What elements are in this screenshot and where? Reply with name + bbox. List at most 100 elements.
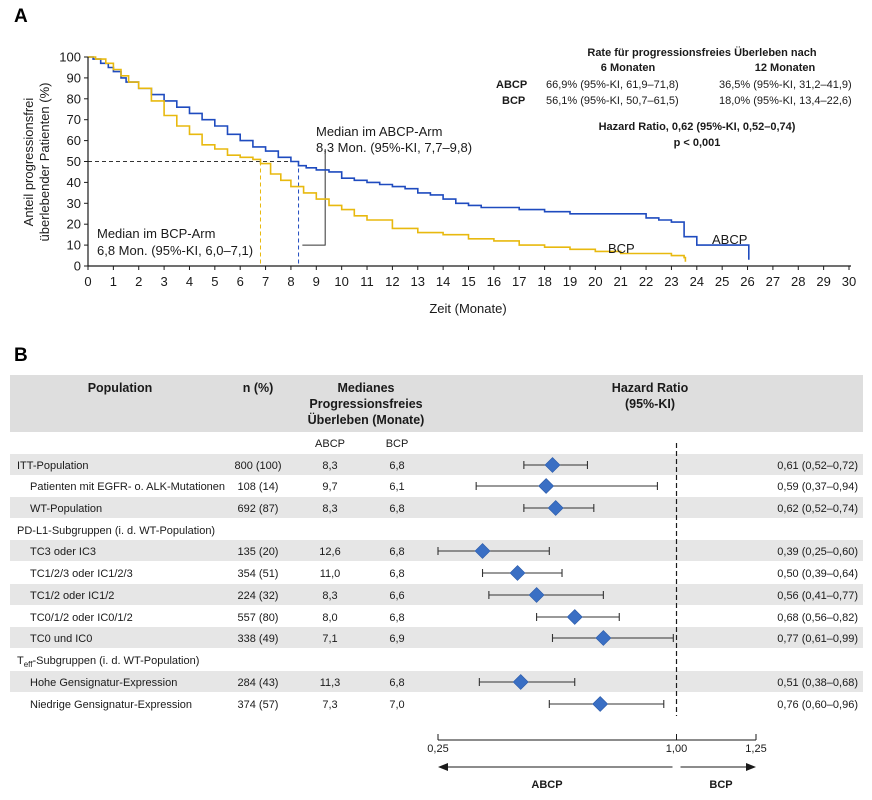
group-teff-prefix: T — [17, 655, 24, 667]
forest-row-band — [10, 671, 863, 692]
bcp-median-value: 6,8 Mon. (95%-KI, 6,0–7,1) — [97, 243, 253, 258]
row-population: Hohe Gensignatur-Expression — [30, 677, 177, 689]
row-population: TC0 und IC0 — [30, 633, 92, 645]
forest-panel: B Population n (%) Medianes Progressions… — [10, 345, 863, 791]
row-median-bcp: 6,8 — [389, 677, 404, 689]
pfs-rate-box: Rate für progressionsfreies Überleben na… — [496, 46, 852, 149]
km-ytick-label: 10 — [67, 238, 81, 253]
row-median-abcp: 8,3 — [322, 503, 337, 515]
km-xtick-label: 25 — [715, 274, 729, 289]
km-ytick-label: 100 — [59, 50, 81, 65]
col-median-header-3: Überleben (Monate) — [308, 412, 425, 427]
km-xtick-label: 2 — [135, 274, 142, 289]
rate-box-hazard: Hazard Ratio, 0,62 (95%-KI, 0,52–0,74) — [599, 121, 796, 133]
row-median-abcp: 8,3 — [322, 590, 337, 602]
km-ytick-label: 70 — [67, 112, 81, 127]
km-xtick-label: 30 — [842, 274, 856, 289]
km-xtick-label: 29 — [816, 274, 830, 289]
hr-point-diamond — [595, 630, 612, 646]
km-ytick-label: 60 — [67, 133, 81, 148]
km-ytick-label: 90 — [67, 70, 81, 85]
km-xtick-label: 26 — [740, 274, 754, 289]
row-hr-value: 0,59 (0,37–0,94) — [777, 481, 858, 493]
km-ytick-label: 40 — [67, 175, 81, 190]
hr-point-diamond — [566, 609, 583, 625]
km-xtick-label: 16 — [487, 274, 501, 289]
rate-row-bcp-arm: BCP — [502, 95, 525, 107]
km-ytick-label: 20 — [67, 217, 81, 232]
forest-tick-label: 0,25 — [427, 743, 448, 755]
km-xlabel: Zeit (Monate) — [429, 301, 506, 316]
row-hr-value: 0,61 (0,52–0,72) — [777, 460, 858, 472]
forest-row-band — [10, 540, 863, 561]
km-xtick-label: 11 — [360, 274, 374, 289]
arrow-right-head — [746, 763, 756, 771]
row-n: 800 (100) — [234, 460, 281, 472]
km-xtick-label: 1 — [110, 274, 117, 289]
km-xtick-label: 21 — [613, 274, 627, 289]
col-abcp-subheader: ABCP — [315, 438, 345, 450]
km-median-guides — [88, 148, 326, 266]
forest-row: TC1/2 oder IC1/2 224 (32) 8,3 6,6 0,56 (0,41… — [30, 587, 858, 603]
km-xtick-label: 18 — [537, 274, 551, 289]
abcp-end-label: ABCP — [712, 232, 747, 247]
row-median-abcp: 12,6 — [319, 546, 340, 558]
row-n: 557 (80) — [238, 612, 279, 624]
km-xtick-label: 20 — [588, 274, 602, 289]
col-median-header-2: Progressionsfreies — [309, 397, 422, 411]
col-hr-header-1: Hazard Ratio — [612, 381, 689, 395]
arrow-left-head — [438, 763, 448, 771]
row-population: TC1/2/3 oder IC1/2/3 — [30, 568, 133, 580]
row-median-bcp: 6,1 — [389, 481, 404, 493]
rate-box-title: Rate für progressionsfreies Überleben na… — [587, 46, 817, 59]
km-xtick-label: 24 — [690, 274, 704, 289]
row-hr-value: 0,62 (0,52–0,74) — [777, 503, 858, 515]
forest-row: ITT-Population 800 (100) 8,3 6,8 0,61 (0,52–… — [17, 457, 858, 473]
forest-row: Niedrige Gensignatur-Expression 374 (57) 7… — [30, 696, 858, 712]
km-xtick-label: 6 — [237, 274, 244, 289]
row-median-bcp: 6,8 — [389, 568, 404, 580]
hr-point-diamond — [538, 478, 555, 494]
rate-row-abcp-arm: ABCP — [496, 79, 527, 91]
row-n: 224 (32) — [238, 590, 279, 602]
row-n: 692 (87) — [238, 503, 279, 515]
row-n: 338 (49) — [238, 633, 279, 645]
forest-row: Hohe Gensignatur-Expression 284 (43) 11,3 6… — [30, 674, 858, 690]
forest-tick-label: 1,25 — [745, 743, 766, 755]
abcp-median-title: Median im ABCP-Arm — [316, 124, 442, 139]
km-series-bcp — [88, 56, 687, 262]
km-ytick-label: 50 — [67, 154, 81, 169]
km-xtick-label: 15 — [461, 274, 475, 289]
row-hr-value: 0,77 (0,61–0,99) — [777, 633, 858, 645]
km-ylabel-line1: Anteil progressionsfrei — [21, 98, 36, 227]
favors-abcp-label: ABCP — [531, 779, 562, 791]
row-median-abcp: 8,3 — [322, 460, 337, 472]
forest-row-band — [10, 454, 863, 475]
row-median-abcp: 11,0 — [320, 568, 341, 580]
bcp-median-title: Median im BCP-Arm — [97, 226, 215, 241]
abcp-median-callout-line — [302, 148, 326, 246]
panel-a-label: A — [14, 6, 28, 27]
rate-row-bcp-12m: 18,0% (95%-KI, 13,4–22,6) — [719, 95, 852, 107]
km-xtick-label: 3 — [160, 274, 167, 289]
row-n: 374 (57) — [238, 699, 279, 711]
row-median-bcp: 6,9 — [389, 633, 404, 645]
row-median-bcp: 6,8 — [389, 460, 404, 472]
forest-tick-label: 1,00 — [666, 743, 687, 755]
group-teff-label: Teff-Subgruppen (i. d. WT-Population) — [17, 655, 199, 669]
km-x-axis: 0 1 2 3 4 5 6 7 8 9 10 11 12 13 14 15 16 17 18 19 20 21 22 23 24… — [84, 266, 856, 289]
col-hr-header-2: (95%-KI) — [625, 397, 675, 411]
rate-box-p: p < 0,001 — [674, 137, 721, 149]
row-hr-value: 0,39 (0,25–0,60) — [777, 546, 858, 558]
row-hr-value: 0,56 (0,41–0,77) — [777, 590, 858, 602]
km-xtick-label: 23 — [664, 274, 678, 289]
bcp-end-label: BCP — [608, 241, 635, 256]
col-bcp-subheader: BCP — [386, 438, 409, 450]
rate-row-abcp-6m: 66,9% (95%-KI, 61,9–71,8) — [546, 79, 679, 91]
forest-row: TC1/2/3 oder IC1/2/3 354 (51) 11,0 6,8 0,50 … — [30, 565, 858, 581]
rate-box-col-12m: 12 Monaten — [755, 62, 816, 74]
row-median-abcp: 7,3 — [322, 699, 337, 711]
forest-row-band — [10, 584, 863, 605]
row-hr-value: 0,68 (0,56–0,82) — [777, 612, 858, 624]
